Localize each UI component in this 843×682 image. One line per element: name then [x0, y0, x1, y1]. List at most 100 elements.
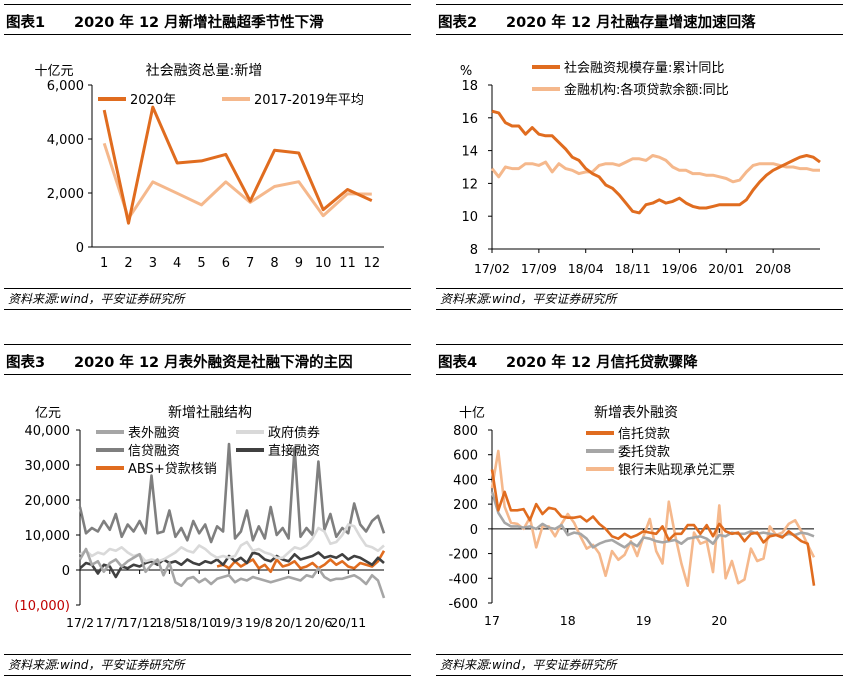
y-tick-label: 18 [461, 79, 478, 94]
figure-title: 2020 年 12 月社融存量增速加速回落 [506, 15, 756, 31]
panel-4: 图表4 2020 年 12 月信托贷款骤降 -600 -400 -200 0 200 40… [436, 344, 843, 676]
x-tick-label: 20/08 [755, 261, 791, 276]
y-tick-label: 16 [461, 112, 478, 127]
x-tick-label: 20 [711, 613, 727, 628]
y-tick-label: 20,000 [25, 494, 71, 509]
figure-number: 图表3 [6, 355, 46, 371]
y-tick-label: 400 [453, 473, 478, 488]
legend-label: 表外融资 [128, 426, 180, 441]
legend-label: ABS+贷款核销 [128, 462, 217, 477]
panel-header: 图表2 2020 年 12 月社融存量增速加速回落 [436, 4, 843, 35]
y-tick-label: 12 [461, 177, 478, 192]
legend-label: 银行未贴现承兑汇票 [618, 463, 735, 478]
chart-title: 新增表外融资 [594, 405, 678, 421]
series-line [490, 154, 820, 184]
panel-header: 图表3 2020 年 12 月表外融资是社融下滑的主因 [4, 344, 411, 375]
panel-1: 图表1 2020 年 12 月新增社融超季节性下滑 0 2,000 4,000 6,0… [4, 4, 411, 336]
panel-3: 图表3 2020 年 12 月表外融资是社融下滑的主因 (10,000) 0 10,… [4, 344, 411, 676]
x-tick-label: 9 [295, 256, 303, 271]
x-tick-label: 18/04 [568, 261, 604, 276]
legend-label: 政府债券 [268, 425, 320, 441]
x-tick-label: 2 [124, 256, 132, 271]
legend-label: 信托贷款 [618, 427, 670, 442]
legend-label: 委托贷款 [618, 445, 670, 460]
chart-4: -600 -400 -200 0 200 400 600 800 17 18 19 20 十亿 新增表外融… [448, 405, 816, 628]
y-tick-label: 8 [470, 243, 478, 258]
x-tick-label: 17/02 [474, 261, 510, 276]
y-tick-label: 14 [461, 145, 478, 160]
series-line [79, 523, 385, 563]
y-unit-label: 十亿 [459, 406, 485, 421]
legend-label: 社会融资规模存量:累计同比 [564, 60, 724, 76]
x-tick-label: 17 [484, 613, 500, 628]
x-tick-label: 10 [315, 256, 332, 271]
y-tick-label: 10,000 [25, 529, 71, 544]
x-tick-label: 7 [246, 256, 254, 271]
chart-title: 新增社融结构 [168, 405, 252, 421]
y-tick-label: 40,000 [25, 424, 71, 439]
series-line [79, 551, 385, 579]
series-line [490, 491, 815, 549]
x-tick-label: 19/8 [245, 615, 273, 630]
series-line [491, 109, 821, 215]
figure-number: 图表1 [6, 15, 46, 31]
panel-header: 图表4 2020 年 12 月信托贷款骤降 [436, 344, 843, 375]
x-tick-label: 8 [270, 256, 278, 271]
x-tick-label: 18/10 [181, 615, 217, 630]
legend-label: 信贷融资 [128, 444, 180, 459]
legend-label: 直接融资 [268, 443, 320, 459]
x-tick-label: 17/2 [66, 615, 94, 630]
y-tick-label: 6,000 [47, 79, 84, 94]
x-tick-label: 20/11 [330, 615, 366, 630]
chart-title: 社会融资总量:新增 [146, 63, 263, 79]
legend-label: 金融机构:各项贷款余额:同比 [564, 82, 729, 98]
x-tick-label: 11 [339, 256, 356, 271]
legend-label: 2017-2019年平均 [254, 93, 364, 108]
y-tick-label: 2,000 [47, 187, 84, 202]
series-line [102, 105, 373, 225]
figure-number: 图表2 [438, 15, 478, 31]
y-tick-label: 200 [453, 498, 478, 513]
source-note: 资料来源:wind，平安证券研究所 [436, 654, 843, 676]
y-tick-label: 800 [453, 424, 478, 439]
y-unit-label: % [460, 64, 472, 79]
y-tick-label: 10 [461, 210, 478, 225]
y-unit-label: 亿元 [35, 406, 61, 421]
series-line [78, 442, 386, 544]
x-tick-label: 20/6 [304, 615, 332, 630]
x-tick-label: 18/5 [155, 615, 183, 630]
x-tick-label: 1 [100, 256, 108, 271]
x-tick-label: 17/12 [122, 615, 158, 630]
y-tick-label: 600 [453, 449, 478, 464]
y-tick-label: 0 [62, 564, 70, 579]
x-tick-label: 4 [173, 256, 181, 271]
series-line [216, 550, 386, 574]
y-tick-label: 0 [470, 523, 478, 538]
figure-title: 2020 年 12 月新增社融超季节性下滑 [74, 15, 324, 31]
y-tick-label: 0 [76, 241, 84, 256]
x-tick-label: 19 [636, 613, 652, 628]
source-note: 资料来源:wind，平安证券研究所 [436, 288, 843, 310]
source-note: 资料来源:wind，平安证券研究所 [4, 288, 411, 310]
x-tick-label: 5 [197, 256, 205, 271]
x-tick-label: 12 [364, 256, 381, 271]
y-tick-label: 30,000 [25, 459, 71, 474]
y-tick-label: -200 [448, 548, 478, 563]
x-tick-label: 19/3 [215, 615, 243, 630]
chart-2: 8 10 12 14 16 18 17/02 17/09 18/04 18/11 19/06 20/0… [460, 60, 821, 276]
series-line [490, 469, 816, 586]
x-tick-label: 17/7 [96, 615, 124, 630]
y-tick-label: -400 [448, 572, 478, 587]
legend-label: 2020年 [130, 93, 176, 108]
x-tick-label: 6 [222, 256, 230, 271]
y-unit-label: 十亿元 [34, 64, 73, 79]
y-tick-label: 4,000 [47, 133, 84, 148]
y-tick-label: (10,000) [14, 599, 70, 614]
x-tick-label: 19/06 [661, 261, 697, 276]
panel-header: 图表1 2020 年 12 月新增社融超季节性下滑 [4, 4, 411, 35]
figure-title: 2020 年 12 月信托贷款骤降 [506, 355, 698, 371]
series-line [78, 547, 386, 599]
y-tick-label: -600 [448, 597, 478, 612]
panel-2: 图表2 2020 年 12 月社融存量增速加速回落 8 10 12 14 16 18 17/… [436, 4, 843, 336]
